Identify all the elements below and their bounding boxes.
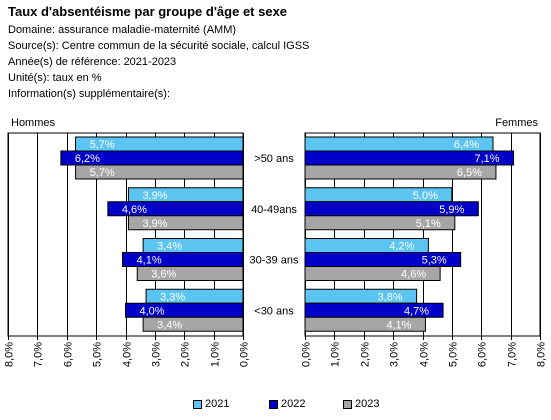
femmes-data-label: 3,8%	[378, 291, 403, 303]
hommes-data-label: 3,9%	[142, 190, 167, 202]
hommes-data-label: 3,4%	[157, 319, 182, 331]
category-label: <30 ans	[254, 305, 294, 317]
femmes-tick-label: 2,0%	[360, 342, 372, 367]
hommes-tick-label: 7,0%	[33, 342, 45, 367]
legend-item-2023: 2023	[343, 398, 379, 410]
hommes-bar-2023	[142, 316, 244, 332]
legend-label: 2023	[355, 398, 380, 410]
femmes-tick-label: 8,0%	[536, 342, 548, 367]
legend-label: 2021	[205, 398, 230, 410]
domain-line: Domaine: assurance maladie-maternité (AM…	[8, 24, 237, 36]
legend-swatch	[193, 399, 202, 409]
hommes-data-label: 3,4%	[157, 241, 182, 253]
hommes-data-label: 3,9%	[142, 218, 167, 230]
femmes-data-label: 6,4%	[454, 139, 479, 151]
femmes-tick-label: 6,0%	[477, 342, 489, 367]
hommes-data-label: 3,6%	[151, 269, 176, 281]
unit-line: Unité(s): taux en %	[8, 72, 102, 84]
femmes-bar-2023	[304, 316, 426, 332]
legend-label: 2022	[281, 398, 306, 410]
category-label: 40-49ans	[251, 204, 297, 216]
hommes-tick-label: 4,0%	[122, 342, 134, 367]
femmes-data-label: 5,9%	[439, 204, 464, 216]
femmes-tick-label: 7,0%	[507, 342, 519, 367]
hommes-data-label: 4,1%	[137, 255, 162, 267]
hommes-data-label: 4,0%	[140, 305, 165, 317]
femmes-data-label: 4,7%	[404, 305, 429, 317]
legend-swatch	[343, 399, 352, 409]
hommes-bar-2023	[127, 215, 244, 231]
femmes-bar-2023	[304, 215, 456, 231]
category-label: 30-39 ans	[250, 255, 299, 267]
hommes-panel-label: Hommes	[11, 117, 56, 129]
legend-item-2021: 2021	[193, 398, 229, 410]
hommes-bar-2023	[136, 266, 244, 281]
femmes-data-label: 7,1%	[474, 153, 499, 165]
femmes-tick-label: 4,0%	[419, 342, 431, 367]
femmes-data-label: 5,1%	[416, 218, 441, 230]
source-line: Source(s): Centre commun de la sécurité …	[8, 40, 310, 52]
femmes-data-label: 4,2%	[389, 241, 414, 253]
femmes-data-label: 4,6%	[401, 269, 426, 281]
femmes-tick-label: 0,0%	[301, 342, 313, 367]
hommes-tick-label: 0,0%	[239, 342, 251, 367]
femmes-data-label: 5,3%	[422, 255, 447, 267]
hommes-bar-2023	[75, 164, 244, 180]
hommes-tick-label: 6,0%	[63, 342, 75, 367]
hommes-tick-label: 3,0%	[151, 342, 163, 367]
hommes-data-label: 4,6%	[122, 204, 147, 216]
hommes-data-label: 6,2%	[75, 153, 100, 165]
femmes-tick-label: 1,0%	[330, 342, 342, 367]
legend-swatch	[269, 399, 278, 409]
femmes-data-label: 4,1%	[386, 319, 411, 331]
femmes-panel-label: Femmes	[495, 117, 538, 129]
chart-title: Taux d'absentéisme par groupe d'âge et s…	[8, 4, 288, 19]
hommes-tick-label: 8,0%	[4, 342, 16, 367]
femmes-bar-2023	[304, 164, 497, 180]
hommes-data-label: 5,7%	[90, 167, 115, 179]
femmes-bar-2023	[304, 266, 441, 281]
hommes-tick-label: 1,0%	[210, 342, 222, 367]
additional-info-line: Information(s) supplémentaire(s):	[8, 88, 171, 100]
hommes-tick-label: 2,0%	[180, 342, 192, 367]
femmes-data-label: 5,0%	[413, 190, 438, 202]
hommes-data-label: 3,3%	[160, 291, 185, 303]
hommes-tick-label: 5,0%	[92, 342, 104, 367]
chart-legend: 2021 2022 2023	[0, 398, 551, 414]
category-label: >50 ans	[254, 153, 294, 165]
femmes-tick-label: 5,0%	[448, 342, 460, 367]
femmes-data-label: 6,5%	[457, 167, 482, 179]
reference-years-line: Année(s) de référence: 2021-2023	[8, 56, 177, 68]
femmes-tick-label: 3,0%	[389, 342, 401, 367]
hommes-data-label: 5,7%	[90, 139, 115, 151]
legend-item-2022: 2022	[269, 398, 305, 410]
